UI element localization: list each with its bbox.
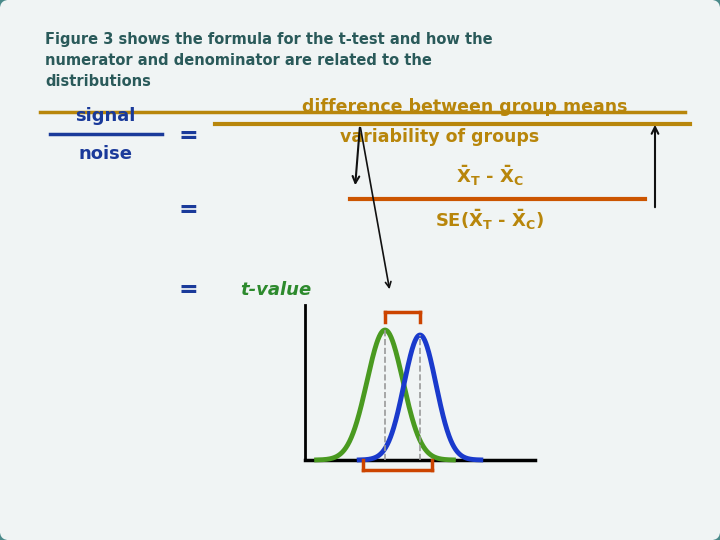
Text: variability of groups: variability of groups [341,128,539,146]
Text: =: = [178,198,198,222]
Text: $\mathbf{\bar{X}_T}$ - $\mathbf{\bar{X}_C}$: $\mathbf{\bar{X}_T}$ - $\mathbf{\bar{X}_… [456,164,524,188]
Text: Figure 3 shows the formula for the t-test and how the
numerator and denominator : Figure 3 shows the formula for the t-tes… [45,32,492,89]
Text: =: = [178,124,198,148]
Text: signal: signal [75,107,135,125]
Text: t-value: t-value [240,281,311,299]
Text: difference between group means: difference between group means [302,98,628,116]
Text: noise: noise [78,145,132,163]
Text: =: = [178,278,198,302]
Text: $\mathbf{SE(\bar{X}_T}$ - $\mathbf{\bar{X}_C)}$: $\mathbf{SE(\bar{X}_T}$ - $\mathbf{\bar{… [436,208,544,233]
